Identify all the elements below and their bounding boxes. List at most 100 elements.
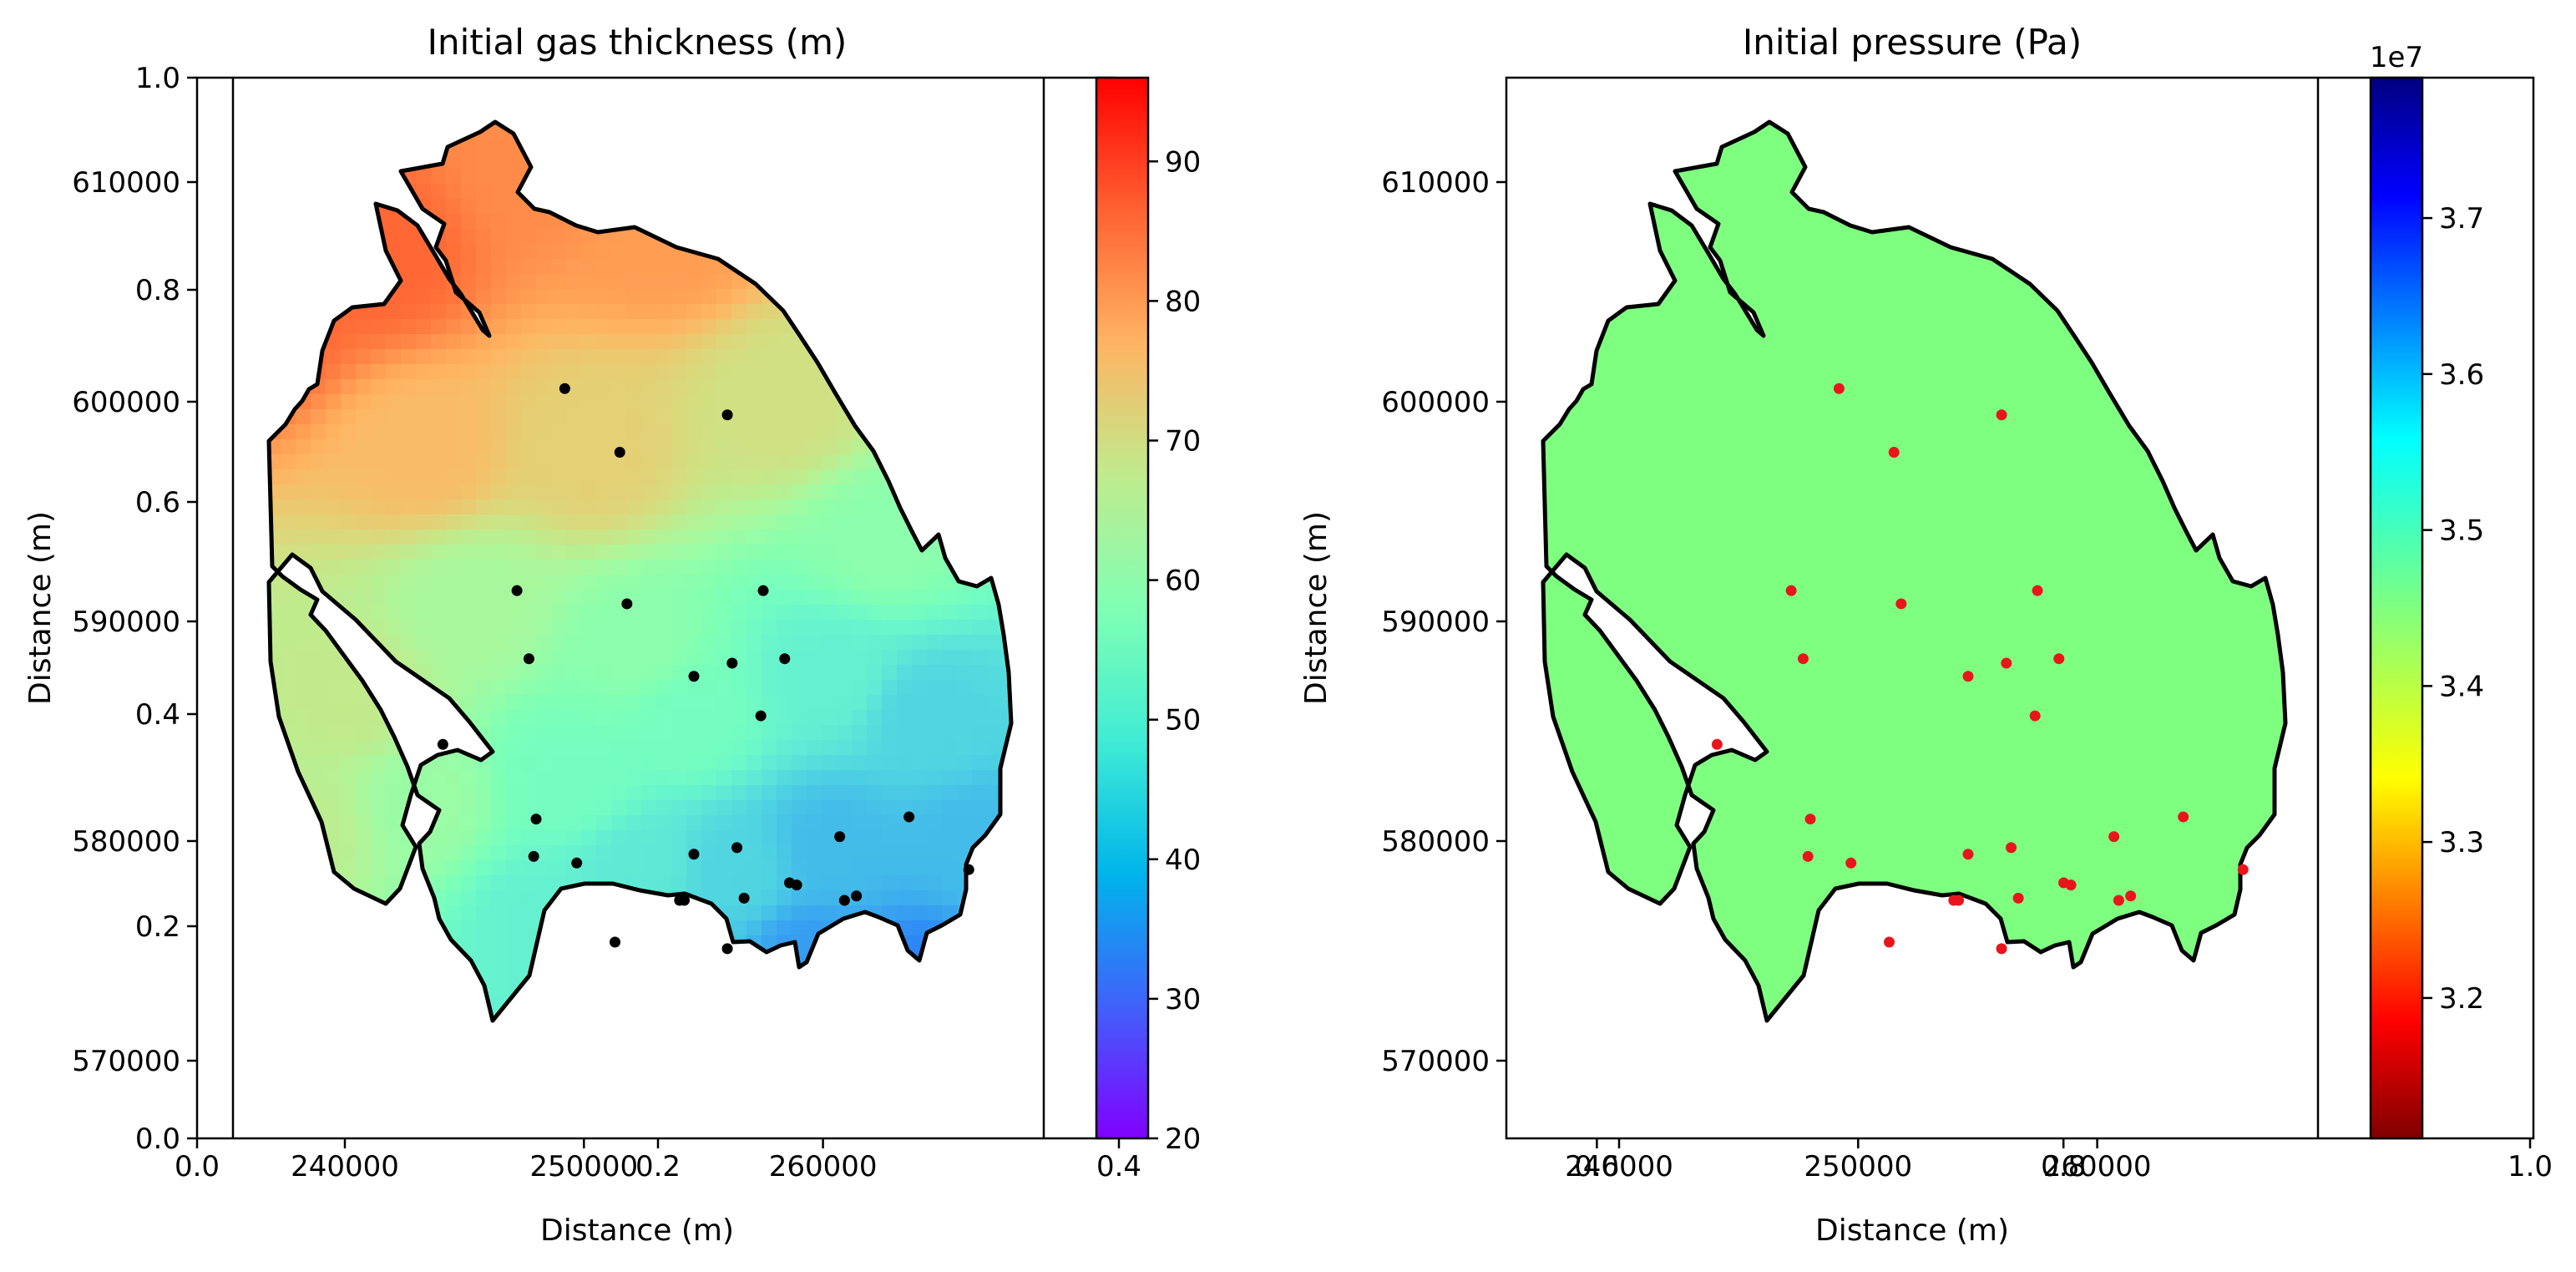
overlay-x-tick-label: 0.2: [635, 1150, 681, 1183]
y-tick-label: 580000: [72, 825, 180, 859]
thickness-field: [269, 122, 1011, 1021]
x-tick-label: 240000: [291, 1150, 399, 1183]
overlay-y-tick-label: 0.6: [135, 486, 180, 519]
well-marker: [610, 936, 621, 948]
well-marker: [1804, 813, 1816, 825]
well-marker: [791, 879, 802, 891]
well-marker: [1785, 585, 1797, 596]
colorbar-tick-label: 3.2: [2439, 982, 2484, 1016]
overlay-x-tick-label: 1.0: [2508, 1150, 2553, 1183]
well-marker: [2113, 894, 2124, 906]
y-tick-label: 610000: [1381, 166, 1490, 200]
well-marker: [1895, 598, 1907, 610]
well-marker: [1996, 409, 2007, 421]
colorbar-tick-label: 20: [1165, 1123, 1201, 1156]
well-marker: [511, 585, 523, 596]
well-marker: [1996, 943, 2007, 955]
thickness-ylabel: Distance (m): [23, 511, 58, 705]
well-marker: [721, 943, 733, 955]
well-marker: [903, 811, 915, 823]
well-marker: [559, 383, 570, 394]
well-markers: [437, 383, 974, 955]
thickness-colorbar: [1095, 76, 1150, 1140]
well-marker: [523, 653, 534, 665]
well-marker: [2001, 657, 2012, 669]
well-marker: [528, 850, 539, 862]
well-marker: [1797, 653, 1809, 665]
overlay-y-tick-label: 0.2: [135, 910, 180, 944]
overlay-y-tick-label: 0.0: [135, 1123, 180, 1156]
colorbar-tick-label: 3.5: [2439, 514, 2484, 548]
pressure-colorbar: [2369, 76, 2424, 1140]
well-marker: [2029, 710, 2041, 722]
y-tick-label: 570000: [72, 1045, 180, 1078]
colorbar-tick-label: 80: [1165, 285, 1201, 318]
pressure-axes-frame: [1505, 76, 2535, 1140]
pressure-panel: Initial pressure (Pa) 240000 250000 260000…: [1299, 22, 2553, 1248]
well-marker: [571, 857, 583, 869]
well-marker: [1962, 671, 1974, 682]
overlay-x-tick-label: 0.8: [2041, 1150, 2086, 1183]
y-tick-label: 570000: [1381, 1045, 1490, 1078]
x-tick-label: 260000: [769, 1150, 878, 1183]
y-tick-label: 600000: [72, 386, 180, 419]
thickness-panel: Initial gas thickness (m) 240000 250000 26…: [23, 22, 1201, 1248]
y-tick-label: 580000: [1381, 825, 1490, 859]
well-marker: [1953, 894, 1965, 906]
well-marker: [437, 738, 448, 750]
colorbar-tick-label: 30: [1165, 983, 1201, 1016]
well-markers: [1711, 383, 2249, 955]
well-marker: [1888, 446, 1900, 458]
well-marker: [1711, 738, 1723, 750]
colorbar-tick-label: 50: [1165, 704, 1201, 737]
well-marker: [2065, 879, 2077, 891]
well-marker: [530, 813, 542, 825]
well-marker: [688, 671, 700, 682]
reservoir-outline: [266, 119, 1014, 1023]
overlay-x-tick-label: 0.0: [175, 1150, 220, 1183]
well-marker: [1845, 857, 1857, 869]
well-marker: [2108, 831, 2120, 843]
x-tick-label: 260000: [2043, 1150, 2152, 1183]
well-marker: [1962, 849, 1974, 860]
well-marker: [2032, 585, 2043, 596]
well-marker: [679, 894, 691, 906]
well-marker: [834, 831, 846, 843]
well-marker: [614, 446, 625, 458]
well-marker: [838, 894, 850, 906]
well-marker: [621, 598, 633, 610]
well-marker: [1802, 850, 1814, 862]
overlay-x-tick-label: 0.4: [1096, 1150, 1141, 1183]
overlay-y-tick-label: 0.8: [135, 274, 180, 307]
well-marker: [2125, 890, 2137, 902]
well-marker: [1884, 936, 1895, 948]
pressure-colorbar-ticks: 3.2 3.3 3.4 3.5 3.6 3.7: [2422, 202, 2484, 1016]
well-marker: [688, 849, 700, 860]
well-marker: [2012, 892, 2024, 904]
colorbar-tick-label: 3.7: [2439, 202, 2484, 236]
well-marker: [2178, 811, 2189, 823]
thickness-colorbar-ticks: 20 30 40 50 60 70 80 90: [1148, 145, 1201, 1156]
y-tick-label: 590000: [1381, 606, 1490, 639]
overlay-y-tick-label: 1.0: [135, 62, 180, 95]
well-marker: [721, 409, 733, 421]
reservoir-outline: [1541, 119, 2288, 1023]
y-tick-label: 600000: [1381, 386, 1490, 419]
pressure-field: [1543, 122, 2285, 1021]
well-marker: [726, 657, 738, 669]
thickness-xlabel: Distance (m): [540, 1214, 734, 1248]
well-marker: [2006, 842, 2017, 854]
pressure-ylabel: Distance (m): [1299, 511, 1334, 705]
overlay-y-tick-label: 0.4: [135, 698, 180, 732]
well-marker: [963, 864, 974, 875]
well-marker: [738, 892, 750, 904]
pressure-xlabel: Distance (m): [1815, 1214, 2009, 1248]
pressure-colorbar-offset: 1e7: [2370, 41, 2423, 74]
colorbar-tick-label: 70: [1165, 424, 1201, 458]
colorbar-tick-label: 40: [1165, 844, 1201, 877]
well-marker: [851, 890, 863, 902]
colorbar-tick-label: 90: [1165, 145, 1201, 179]
well-marker: [755, 710, 767, 722]
x-tick-label: 250000: [1804, 1150, 1912, 1183]
